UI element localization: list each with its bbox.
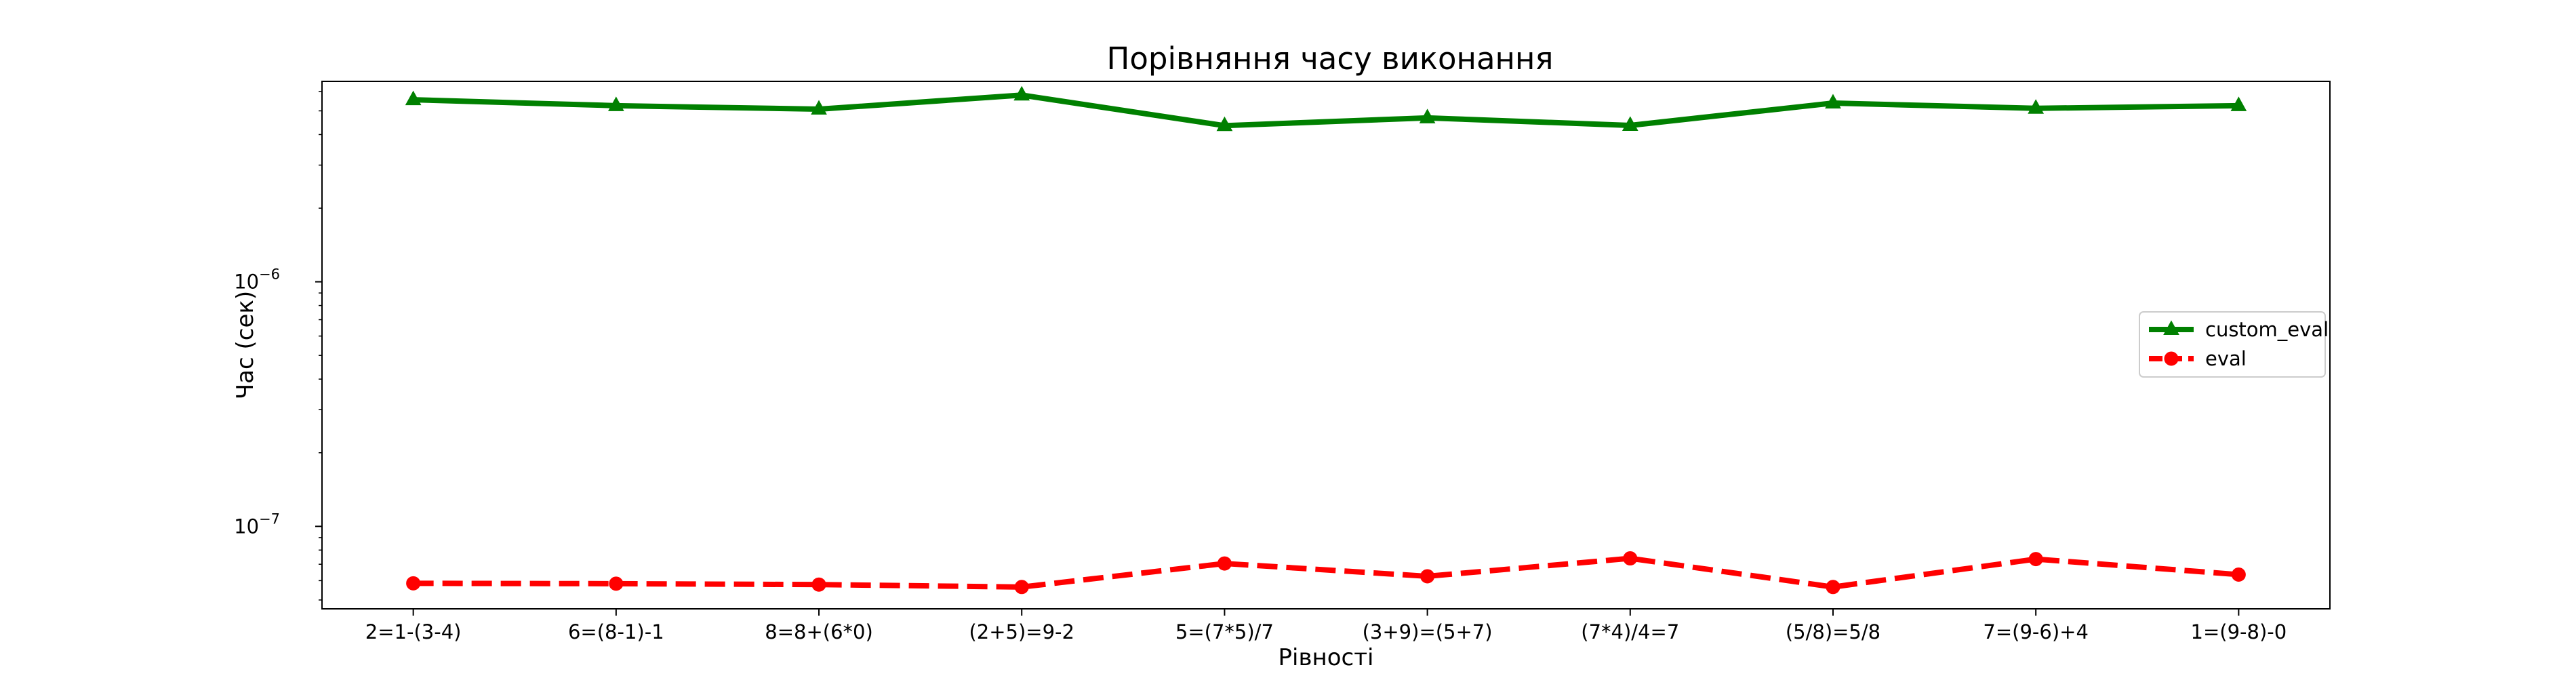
x-axis-label: Рівності	[1279, 644, 1374, 671]
data-point-custom_eval	[2028, 99, 2045, 114]
data-point-eval	[2231, 567, 2246, 582]
x-tick-label: 1=(9-8)-0	[2191, 620, 2287, 643]
x-tick-label: (7*4)/4=7	[1581, 620, 1679, 643]
data-point-custom_eval	[607, 96, 624, 111]
plot-area	[405, 85, 2247, 595]
series-line-custom_eval	[413, 92, 2239, 129]
legend-label: eval	[2205, 347, 2247, 370]
data-point-custom_eval	[405, 90, 422, 106]
y-tick-exponent: −7	[259, 511, 280, 527]
x-tick-label: (3+9)=(5+7)	[1363, 620, 1493, 643]
data-point-eval	[609, 576, 624, 591]
data-point-eval	[406, 576, 421, 591]
x-tick-label: 7=(9-6)+4	[1983, 620, 2089, 643]
y-axis-label: Час (сек)	[232, 291, 259, 399]
x-tick-label: 5=(7*5)/7	[1175, 620, 1274, 643]
data-point-custom_eval	[1825, 94, 1841, 109]
y-tick-exponent: −6	[259, 266, 280, 283]
series-line-eval	[413, 555, 2239, 590]
data-point-custom_eval	[2230, 96, 2247, 111]
axes-frame	[321, 81, 2331, 610]
data-point-eval	[1623, 551, 1638, 566]
x-tick-label: 2=1-(3-4)	[365, 620, 462, 643]
data-point-eval	[1420, 569, 1435, 584]
data-point-custom_eval	[1216, 116, 1233, 132]
data-point-custom_eval	[1419, 108, 1436, 123]
legend-label: custom_eval	[2205, 318, 2329, 341]
data-point-custom_eval	[1622, 116, 1638, 131]
data-point-custom_eval	[811, 100, 827, 115]
data-point-eval	[1826, 580, 1840, 595]
legend-marker	[2164, 351, 2179, 366]
data-point-eval	[1014, 580, 1029, 595]
x-tick-label: (5/8)=5/8	[1786, 620, 1880, 643]
data-point-eval	[1217, 556, 1232, 571]
x-tick-label: (2+5)=9-2	[969, 620, 1074, 643]
legend-marker	[2163, 320, 2179, 335]
data-point-eval	[2028, 552, 2043, 567]
chart-title: Порівняння часу виконання	[1107, 41, 1554, 77]
x-tick-label: 6=(8-1)-1	[568, 620, 664, 643]
x-tick-label: 8=8+(6*0)	[765, 620, 873, 643]
tick-marks: 2=1-(3-4) 6=(8-1)-1 8=8+(6*0) (2+5)=9-2 5=(7…	[234, 91, 2287, 643]
data-point-eval	[811, 577, 826, 592]
data-point-custom_eval	[1013, 85, 1030, 101]
